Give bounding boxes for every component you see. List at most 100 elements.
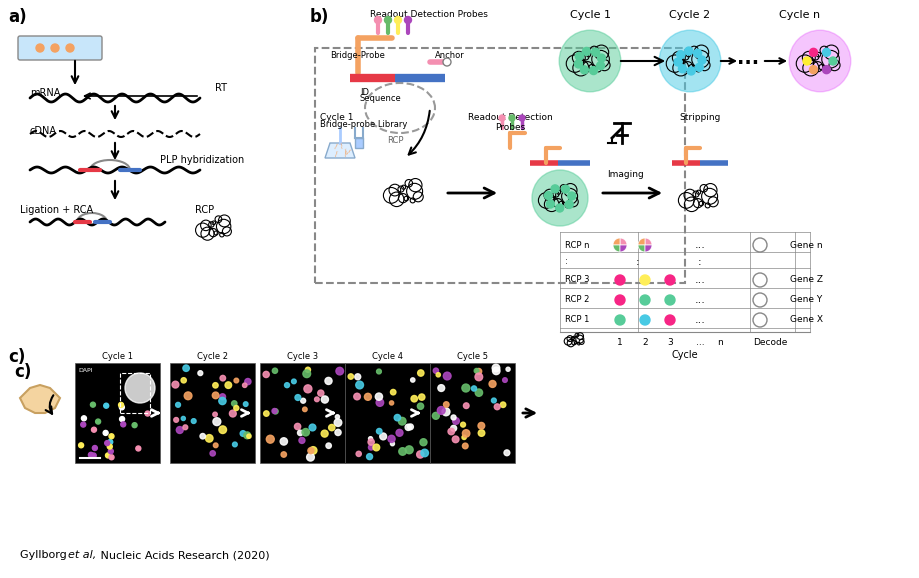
Circle shape: [243, 383, 247, 387]
Circle shape: [419, 394, 425, 400]
Text: :: :: [565, 258, 568, 266]
Circle shape: [665, 315, 675, 325]
Circle shape: [565, 201, 573, 209]
Text: /: /: [335, 151, 337, 157]
Text: /: /: [345, 150, 347, 157]
Circle shape: [377, 369, 381, 374]
Circle shape: [335, 415, 339, 419]
Circle shape: [753, 273, 767, 287]
Circle shape: [119, 405, 124, 410]
Circle shape: [220, 394, 225, 400]
Circle shape: [417, 370, 424, 376]
Circle shape: [450, 425, 457, 431]
Text: ...: ...: [696, 338, 704, 347]
Circle shape: [437, 373, 440, 377]
Circle shape: [489, 380, 496, 387]
Text: Cycle 5: Cycle 5: [457, 352, 488, 361]
Circle shape: [462, 429, 470, 437]
Circle shape: [615, 295, 625, 305]
Wedge shape: [645, 238, 652, 245]
Text: :: :: [636, 257, 640, 267]
Circle shape: [302, 407, 307, 412]
Circle shape: [437, 406, 445, 414]
Polygon shape: [20, 385, 60, 413]
Text: ...: ...: [737, 49, 759, 68]
Circle shape: [694, 49, 701, 57]
Circle shape: [462, 435, 466, 439]
Circle shape: [493, 364, 500, 372]
Circle shape: [298, 430, 303, 436]
Circle shape: [509, 115, 515, 121]
Circle shape: [318, 390, 323, 396]
Circle shape: [398, 417, 406, 425]
Text: ...: ...: [695, 240, 706, 250]
Circle shape: [369, 444, 374, 450]
Circle shape: [404, 17, 412, 24]
Circle shape: [568, 192, 576, 200]
Circle shape: [348, 374, 354, 379]
Bar: [260, 363, 345, 463]
Polygon shape: [325, 143, 355, 158]
Circle shape: [478, 429, 485, 436]
Circle shape: [304, 385, 312, 393]
Wedge shape: [645, 245, 652, 252]
Circle shape: [494, 404, 500, 410]
Circle shape: [105, 440, 109, 446]
Circle shape: [452, 436, 459, 443]
Circle shape: [376, 399, 383, 406]
Circle shape: [291, 379, 296, 384]
Circle shape: [665, 295, 675, 305]
Text: RCP: RCP: [195, 205, 214, 215]
Circle shape: [90, 402, 96, 407]
Text: Imaging: Imaging: [607, 170, 643, 179]
Text: RT: RT: [215, 83, 227, 93]
Text: RCP 2: RCP 2: [565, 295, 589, 305]
Text: a): a): [8, 8, 27, 26]
Text: Readout Detection Probes: Readout Detection Probes: [370, 10, 488, 19]
Circle shape: [753, 313, 767, 327]
Circle shape: [106, 453, 110, 458]
Circle shape: [272, 368, 278, 373]
Circle shape: [309, 424, 316, 431]
Text: Decode: Decode: [753, 338, 788, 347]
Circle shape: [810, 66, 818, 73]
Text: c): c): [14, 363, 31, 381]
Text: 2: 2: [642, 338, 648, 347]
Circle shape: [321, 430, 328, 437]
Circle shape: [384, 17, 391, 24]
Circle shape: [295, 395, 301, 401]
Circle shape: [659, 30, 720, 92]
Text: RCP 1: RCP 1: [565, 316, 589, 324]
Text: Stripping: Stripping: [679, 113, 720, 122]
Circle shape: [551, 185, 559, 193]
Circle shape: [437, 384, 445, 391]
Text: ...: ...: [695, 295, 706, 305]
Wedge shape: [613, 238, 620, 245]
Circle shape: [267, 435, 274, 443]
Text: DAPI: DAPI: [78, 368, 93, 373]
Circle shape: [556, 204, 563, 212]
Circle shape: [82, 416, 86, 421]
Circle shape: [308, 447, 314, 454]
Text: Sequence: Sequence: [360, 94, 402, 103]
Text: 1: 1: [618, 338, 623, 347]
Circle shape: [581, 66, 588, 74]
Circle shape: [365, 393, 371, 401]
Circle shape: [325, 377, 332, 384]
Circle shape: [244, 432, 251, 439]
FancyBboxPatch shape: [18, 36, 102, 60]
Circle shape: [172, 381, 179, 388]
Circle shape: [174, 417, 178, 423]
Circle shape: [244, 402, 248, 406]
Circle shape: [145, 411, 150, 416]
Text: ...: ...: [695, 315, 706, 325]
Circle shape: [285, 383, 289, 388]
Text: Bridge-probe Library: Bridge-probe Library: [320, 120, 407, 129]
Circle shape: [685, 47, 693, 55]
Wedge shape: [638, 245, 645, 252]
Circle shape: [213, 412, 217, 417]
Text: Cycle 1: Cycle 1: [102, 352, 133, 361]
Circle shape: [264, 411, 269, 416]
Circle shape: [492, 398, 496, 403]
Circle shape: [476, 368, 482, 375]
